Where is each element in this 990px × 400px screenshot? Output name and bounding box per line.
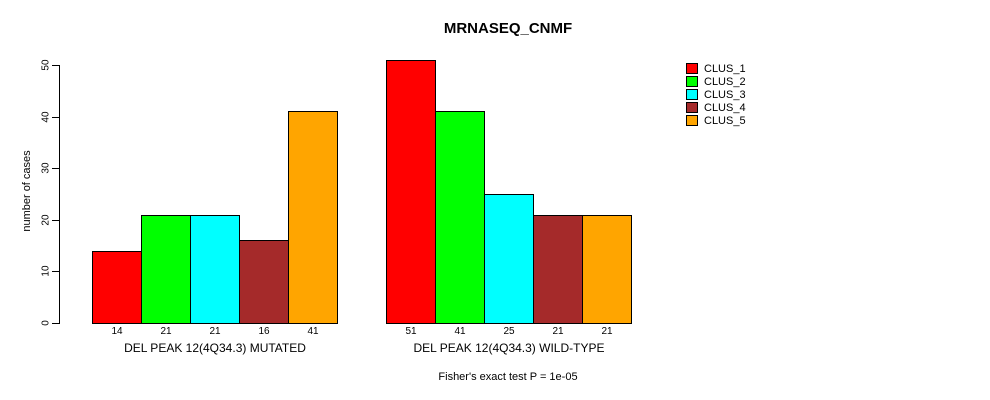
bar-clus_5-group1 — [288, 111, 338, 324]
bar-value-label: 21 — [160, 326, 172, 337]
y-axis-tick — [52, 219, 59, 221]
y-axis-tick — [52, 116, 59, 118]
bar-value-label: 41 — [307, 326, 319, 337]
bar-clus_5-group2 — [582, 214, 632, 324]
legend-swatch-icon — [686, 63, 698, 74]
y-axis-tick — [52, 271, 59, 273]
legend-swatch-icon — [686, 115, 698, 126]
fisher-test-annotation: Fisher's exact test P = 1e-05 — [438, 371, 578, 383]
bar-clus_2-group2 — [435, 111, 485, 324]
y-axis-tick — [52, 65, 59, 66]
y-axis-line — [59, 65, 60, 324]
y-axis-tick-label: 50 — [40, 59, 52, 71]
legend-swatch-icon — [686, 76, 698, 87]
bar-clus_3-group2 — [484, 194, 534, 324]
bar-value-label: 21 — [552, 326, 564, 337]
y-axis-label: number of cases — [21, 150, 33, 232]
bar-clus_4-group1 — [239, 240, 289, 324]
y-axis-tick-label: 40 — [40, 111, 52, 123]
legend: CLUS_1 CLUS_2 CLUS_3 CLUS_4 CLUS_5 — [686, 62, 746, 127]
y-axis-tick-label: 0 — [40, 320, 52, 326]
legend-swatch-icon — [686, 102, 698, 113]
legend-swatch-icon — [686, 89, 698, 100]
bar-value-label: 21 — [601, 326, 613, 337]
bar-value-label: 41 — [454, 326, 466, 337]
bar-value-label: 16 — [258, 326, 270, 337]
legend-entry-clus_5: CLUS_5 — [686, 114, 746, 127]
legend-label: CLUS_5 — [704, 114, 746, 127]
bar-value-label: 51 — [405, 326, 417, 337]
bar-clus_3-group1 — [190, 214, 240, 324]
y-axis-tick-label: 10 — [40, 265, 52, 277]
bar-value-label: 21 — [209, 326, 221, 337]
y-axis-tick-label: 20 — [40, 214, 52, 226]
bar-value-label: 25 — [503, 326, 515, 337]
bar-clus_1-group1 — [92, 250, 142, 324]
legend-entry-clus_3: CLUS_3 — [686, 88, 746, 101]
legend-entry-clus_2: CLUS_2 — [686, 75, 746, 88]
legend-entry-clus_4: CLUS_4 — [686, 101, 746, 114]
bar-clus_2-group1 — [141, 214, 191, 324]
legend-label: CLUS_3 — [704, 88, 746, 101]
bar-value-label: 14 — [111, 326, 123, 337]
x-axis-group-label: DEL PEAK 12(4Q34.3) MUTATED — [124, 341, 306, 355]
legend-entry-clus_1: CLUS_1 — [686, 62, 746, 75]
chart-title: MRNASEQ_CNMF — [443, 20, 573, 37]
bar-clus_4-group2 — [533, 214, 583, 324]
bar-clus_1-group2 — [386, 59, 436, 324]
legend-label: CLUS_2 — [704, 75, 746, 88]
legend-label: CLUS_4 — [704, 101, 746, 114]
legend-label: CLUS_1 — [704, 62, 746, 75]
x-axis-group-label: DEL PEAK 12(4Q34.3) WILD-TYPE — [413, 341, 605, 355]
y-axis-tick-label: 30 — [40, 162, 52, 174]
y-axis-tick — [52, 323, 59, 324]
y-axis-tick — [52, 168, 59, 170]
